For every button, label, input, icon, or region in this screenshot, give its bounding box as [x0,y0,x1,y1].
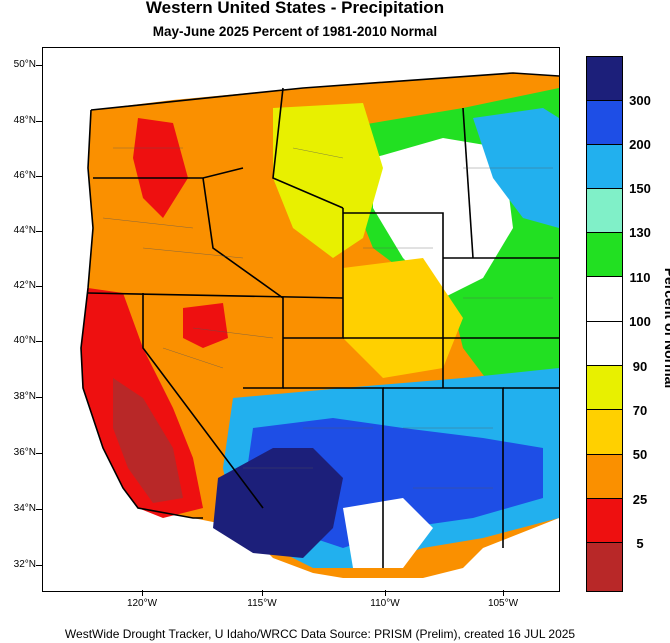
region-red-wa [133,118,188,218]
legend-swatch-4 [587,233,622,277]
lon-tick-110 [385,590,386,596]
legend-label-130: 130 [629,225,651,240]
legend-swatch-3 [587,189,622,233]
lat-tick-40 [36,341,42,342]
lat-tick-44 [36,231,42,232]
legend-swatch-1 [587,101,622,145]
lat-tick-46 [36,176,42,177]
legend-swatch-10 [587,499,622,543]
lat-label-48: 48°N [13,115,36,126]
precipitation-map-svg [43,48,559,591]
legend-swatch-0 [587,57,622,101]
lat-label-36: 36°N [13,447,36,458]
legend-swatch-9 [587,455,622,499]
region-navy-s [213,448,343,558]
legend-label-300: 300 [629,93,651,108]
map-subtitle: May-June 2025 Percent of 1981-2010 Norma… [152,24,438,39]
color-legend [586,56,623,592]
precipitation-map [42,47,560,592]
region-yellow-c [343,258,463,378]
legend-label-5: 5 [636,536,644,551]
footer-credit: WestWide Drought Tracker, U Idaho/WRCC D… [64,627,576,641]
lat-tick-38 [36,397,42,398]
lat-tick-50 [36,65,42,66]
lat-label-46: 46°N [13,170,36,181]
lon-label-115: 115°W [247,598,277,609]
legend-swatch-8 [587,410,622,455]
lat-tick-42 [36,286,42,287]
legend-label-50: 50 [632,447,648,462]
legend-label-110: 110 [629,270,651,285]
region-darkred-ca [113,378,183,503]
lon-label-120: 120°W [126,598,158,609]
legend-swatch-5 [587,277,622,322]
legend-label-70: 70 [632,403,648,418]
lat-tick-48 [36,121,42,122]
legend-label-90: 90 [632,359,648,374]
lon-tick-120 [142,590,143,596]
legend-label-150: 150 [629,181,651,196]
lat-tick-36 [36,453,42,454]
legend-label-25: 25 [632,492,648,507]
lat-label-40: 40°N [13,335,36,346]
lat-tick-32 [36,565,42,566]
lat-label-38: 38°N [13,391,36,402]
legend-title: Percent of Normal [662,267,670,389]
lat-label-42: 42°N [13,280,36,291]
legend-swatch-6 [587,322,622,366]
lat-label-44: 44°N [13,225,36,236]
legend-label-100: 100 [629,314,651,329]
lon-label-105: 105°W [487,598,519,609]
region-yellow-n [273,103,383,258]
region-white-se [343,498,433,568]
legend-swatch-7 [587,366,622,410]
map-title: Western United States - Precipitation [145,0,445,17]
legend-label-200: 200 [629,137,651,152]
region-red-nv [183,303,228,348]
lon-label-110: 110°W [370,598,400,609]
lat-label-34: 34°N [13,503,36,514]
legend-swatch-2 [587,145,622,189]
legend-swatch-11 [587,543,622,591]
lat-tick-34 [36,509,42,510]
lat-label-32: 32°N [13,559,36,570]
lon-tick-105 [503,590,504,596]
lat-label-50: 50°N [13,59,36,70]
lon-tick-115 [262,590,263,596]
